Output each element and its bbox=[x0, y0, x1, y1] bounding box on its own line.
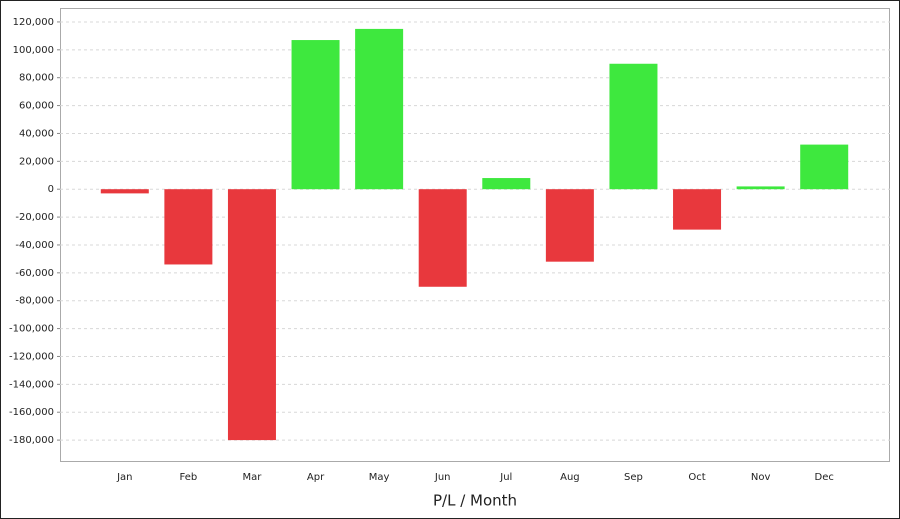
x-tick-label: Jun bbox=[434, 472, 451, 483]
bar bbox=[609, 63, 658, 190]
y-tick-label: 40,000 bbox=[19, 128, 54, 139]
bar bbox=[545, 189, 594, 262]
y-tick-label: 120,000 bbox=[13, 17, 54, 28]
bar bbox=[164, 189, 213, 265]
y-tick-label: -180,000 bbox=[9, 435, 54, 446]
x-tick-label: Mar bbox=[243, 472, 263, 483]
y-tick-label: 100,000 bbox=[13, 45, 54, 56]
bar bbox=[736, 186, 785, 190]
bar bbox=[291, 40, 340, 190]
x-tick-label: Dec bbox=[815, 472, 834, 483]
y-tick-label: 0 bbox=[48, 184, 54, 195]
y-tick-label: -120,000 bbox=[9, 351, 54, 362]
y-tick-label: 80,000 bbox=[19, 73, 54, 84]
x-tick-label: Apr bbox=[307, 472, 325, 483]
bar bbox=[673, 189, 722, 230]
y-tick-label: -20,000 bbox=[15, 212, 54, 223]
y-tick-label: 60,000 bbox=[19, 101, 54, 112]
y-tick-label: 20,000 bbox=[19, 156, 54, 167]
bar bbox=[418, 189, 467, 287]
y-tick-label: -140,000 bbox=[9, 379, 54, 390]
x-tick-label: Feb bbox=[180, 472, 198, 483]
x-tick-label: Jan bbox=[116, 472, 132, 483]
bar bbox=[355, 28, 404, 190]
y-tick-label: -160,000 bbox=[9, 407, 54, 418]
y-tick-label: -100,000 bbox=[9, 324, 54, 335]
bar bbox=[227, 189, 276, 441]
bar bbox=[482, 178, 531, 190]
y-tick-label: -80,000 bbox=[15, 296, 54, 307]
x-tick-label: Sep bbox=[624, 472, 643, 483]
x-tick-label: Oct bbox=[688, 472, 705, 483]
bar bbox=[800, 144, 849, 190]
x-tick-label: May bbox=[369, 472, 390, 483]
bar bbox=[100, 189, 149, 194]
x-tick-label: Nov bbox=[751, 472, 771, 483]
x-axis-label: P/L / Month bbox=[433, 492, 517, 510]
y-tick-label: -60,000 bbox=[15, 268, 54, 279]
x-tick-label: Jul bbox=[499, 472, 512, 483]
y-tick-label: -40,000 bbox=[15, 240, 54, 251]
x-tick-label: Aug bbox=[560, 472, 580, 483]
